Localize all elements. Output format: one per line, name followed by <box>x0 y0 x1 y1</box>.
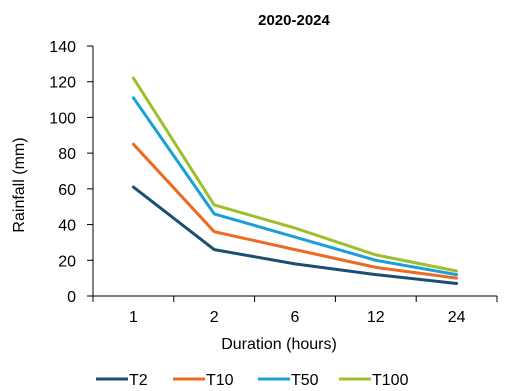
y-tick-label: 140 <box>49 39 76 56</box>
x-tick-label: 2 <box>210 309 219 326</box>
legend-label-t100: T100 <box>372 372 409 389</box>
legend: T2 T10 T50 T100 <box>96 372 409 389</box>
series-line-t2 <box>131 185 459 285</box>
chart-title: 2020-2024 <box>258 12 330 29</box>
y-axis-title: Rainfall (mm) <box>11 137 28 232</box>
x-tick-label: 6 <box>291 309 300 326</box>
y-tick-label: 0 <box>67 289 76 306</box>
series-line-t50 <box>131 96 459 277</box>
y-tick-label: 100 <box>49 110 76 127</box>
x-tick-label: 12 <box>367 309 385 326</box>
y-tick-label: 120 <box>49 75 76 92</box>
x-tick-label: 1 <box>129 309 138 326</box>
y-tick-label: 60 <box>58 182 76 199</box>
legend-label-t10: T10 <box>206 372 234 389</box>
y-tick-label: 40 <box>58 218 76 235</box>
x-axis-title: Duration (hours) <box>221 336 337 353</box>
series-lines <box>131 76 459 285</box>
x-tick-label: 24 <box>448 309 466 326</box>
legend-label-t50: T50 <box>291 372 319 389</box>
legend-label-t2: T2 <box>129 372 148 389</box>
y-tick-label: 80 <box>58 146 76 163</box>
y-axis: 0 20 40 60 80 100 120 140 <box>49 39 94 306</box>
series-line-t100 <box>131 76 459 273</box>
series-line-t10 <box>131 142 459 280</box>
y-tick-label: 20 <box>58 253 76 270</box>
x-axis: 1 2 6 12 24 <box>92 295 498 326</box>
